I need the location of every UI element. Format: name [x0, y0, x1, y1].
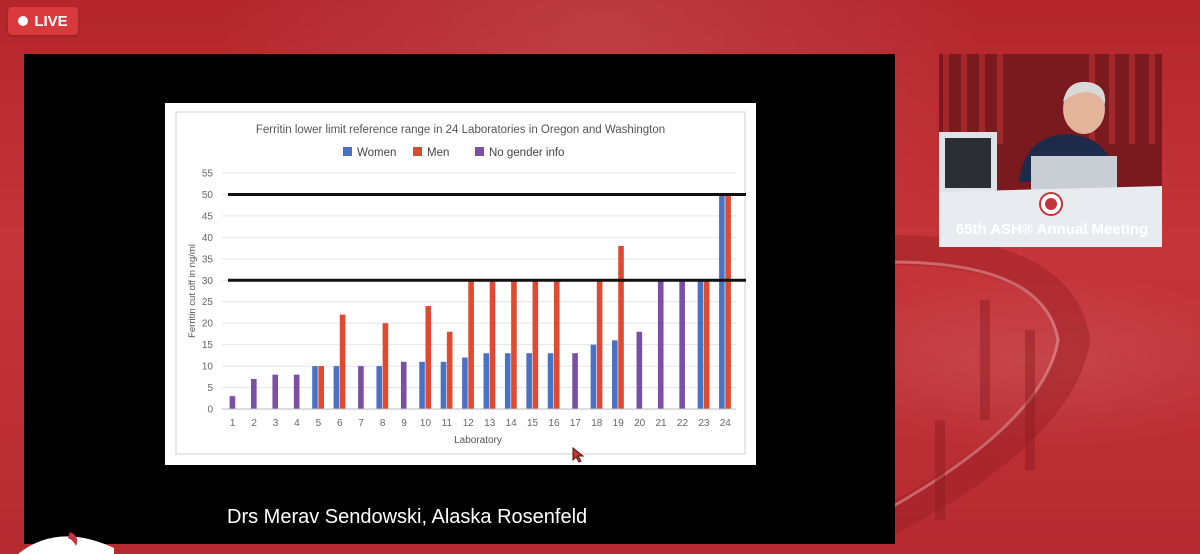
x-tick-label-4: 4: [294, 418, 300, 429]
mouse-cursor-icon: [572, 447, 585, 463]
x-tick-label-17: 17: [570, 418, 582, 429]
bar-lab20-no-gender-info: [636, 331, 643, 409]
x-tick-label-18: 18: [591, 418, 603, 429]
y-tick-label-35: 35: [202, 254, 214, 265]
x-tick-label-14: 14: [506, 418, 518, 429]
speaker-scene-image: [939, 54, 1162, 247]
bar-lab11-men: [446, 331, 453, 409]
legend-label-2: Men: [427, 147, 449, 159]
legend-swatch-2: [413, 147, 422, 156]
bar-lab7-no-gender-info: [358, 366, 364, 409]
x-tick-label-3: 3: [273, 418, 279, 429]
bar-lab5-men: [318, 366, 324, 409]
bar-lab13-women: [483, 353, 490, 409]
x-tick-label-20: 20: [634, 418, 646, 429]
x-tick-label-1: 1: [230, 418, 236, 429]
live-label: LIVE: [34, 12, 68, 30]
x-tick-label-7: 7: [358, 418, 364, 429]
y-tick-label-30: 30: [202, 276, 214, 287]
bar-lab22-no-gender-info: [679, 280, 685, 409]
bar-lab21-no-gender-info: [657, 280, 664, 409]
presentation-slide-panel: Ferritin lower limit reference range in …: [24, 54, 895, 544]
x-tick-label-13: 13: [484, 418, 496, 429]
bar-lab1-no-gender-info: [229, 396, 236, 409]
bar-lab10-women: [419, 361, 425, 409]
speaker-video: 65th ASH® Annual Meeting: [939, 54, 1162, 247]
bar-lab18-women: [590, 344, 597, 409]
live-dot-icon: [18, 16, 29, 26]
bar-lab16-women: [547, 353, 554, 409]
bar-lab23-women: [697, 280, 704, 409]
x-tick-label-15: 15: [527, 418, 539, 429]
y-tick-label-50: 50: [202, 190, 214, 201]
legend-swatch-1: [343, 147, 352, 156]
y-axis-label: Ferritin cut off in ng/ml: [187, 244, 198, 338]
bar-lab15-women: [526, 353, 532, 409]
bar-lab14-women: [504, 353, 511, 409]
bar-lab8-men: [382, 323, 389, 409]
x-tick-label-12: 12: [463, 418, 475, 429]
bar-lab12-men: [468, 280, 474, 409]
bar-lab11-women: [440, 361, 447, 409]
y-tick-label-5: 5: [207, 383, 213, 394]
slide-caption: Drs Merav Sendowski, Alaska Rosenfeld: [227, 506, 588, 528]
x-tick-label-10: 10: [420, 418, 432, 429]
bar-lab3-no-gender-info: [272, 374, 279, 409]
x-axis-label: Laboratory: [454, 435, 502, 446]
x-tick-label-23: 23: [698, 418, 710, 429]
chart-title: Ferritin lower limit reference range in …: [256, 124, 665, 136]
chart-inner-frame: [175, 111, 746, 455]
y-tick-label-45: 45: [202, 211, 214, 222]
bar-lab10-men: [425, 306, 432, 409]
bar-lab24-men: [725, 194, 731, 409]
bar-lab8-women: [376, 366, 383, 409]
bar-lab23-men: [703, 280, 710, 409]
legend-label-3: No gender info: [489, 147, 564, 159]
y-tick-label-15: 15: [202, 340, 214, 351]
x-tick-label-6: 6: [337, 418, 343, 429]
x-tick-label-11: 11: [442, 418, 453, 429]
y-tick-label-20: 20: [202, 319, 214, 330]
y-tick-label-40: 40: [202, 233, 214, 244]
y-tick-label-10: 10: [202, 362, 214, 373]
y-tick-label-25: 25: [202, 297, 214, 308]
bar-lab24-women: [719, 194, 725, 409]
x-tick-label-5: 5: [316, 418, 322, 429]
bar-lab6-men: [339, 314, 346, 409]
x-tick-label-22: 22: [677, 418, 689, 429]
bar-lab14-men: [511, 280, 517, 409]
x-tick-label-8: 8: [380, 418, 386, 429]
live-badge: LIVE: [8, 7, 78, 35]
bar-lab2-no-gender-info: [251, 378, 257, 409]
bar-lab19-women: [612, 340, 618, 409]
bar-lab19-men: [618, 245, 624, 409]
bar-lab17-no-gender-info: [572, 353, 578, 409]
bar-lab6-women: [333, 366, 340, 409]
bar-lab13-men: [489, 280, 496, 409]
y-tick-label-55: 55: [202, 169, 214, 180]
x-tick-label-2: 2: [251, 418, 257, 429]
podium-banner: 65th ASH® Annual Meeting: [955, 220, 1149, 238]
bar-lab15-men: [532, 280, 539, 409]
bar-lab4-no-gender-info: [293, 374, 300, 409]
x-tick-label-16: 16: [548, 418, 560, 429]
ash-logo-icon: [18, 532, 114, 554]
chart-frame: Ferritin lower limit reference range in …: [165, 103, 756, 465]
bar-lab18-men: [596, 280, 603, 409]
y-tick-label-0: 0: [207, 405, 213, 416]
bar-lab16-men: [553, 280, 560, 409]
bar-lab5-women: [312, 366, 318, 409]
legend-label-1: Women: [357, 147, 396, 159]
bar-lab9-no-gender-info: [400, 361, 407, 409]
x-tick-label-21: 21: [655, 418, 667, 429]
x-tick-label-19: 19: [613, 418, 625, 429]
ferritin-bar-chart: Ferritin lower limit reference range in …: [175, 111, 746, 455]
x-tick-label-24: 24: [720, 418, 732, 429]
legend-swatch-3: [475, 147, 484, 156]
x-tick-label-9: 9: [401, 418, 407, 429]
bar-lab12-women: [462, 357, 468, 409]
